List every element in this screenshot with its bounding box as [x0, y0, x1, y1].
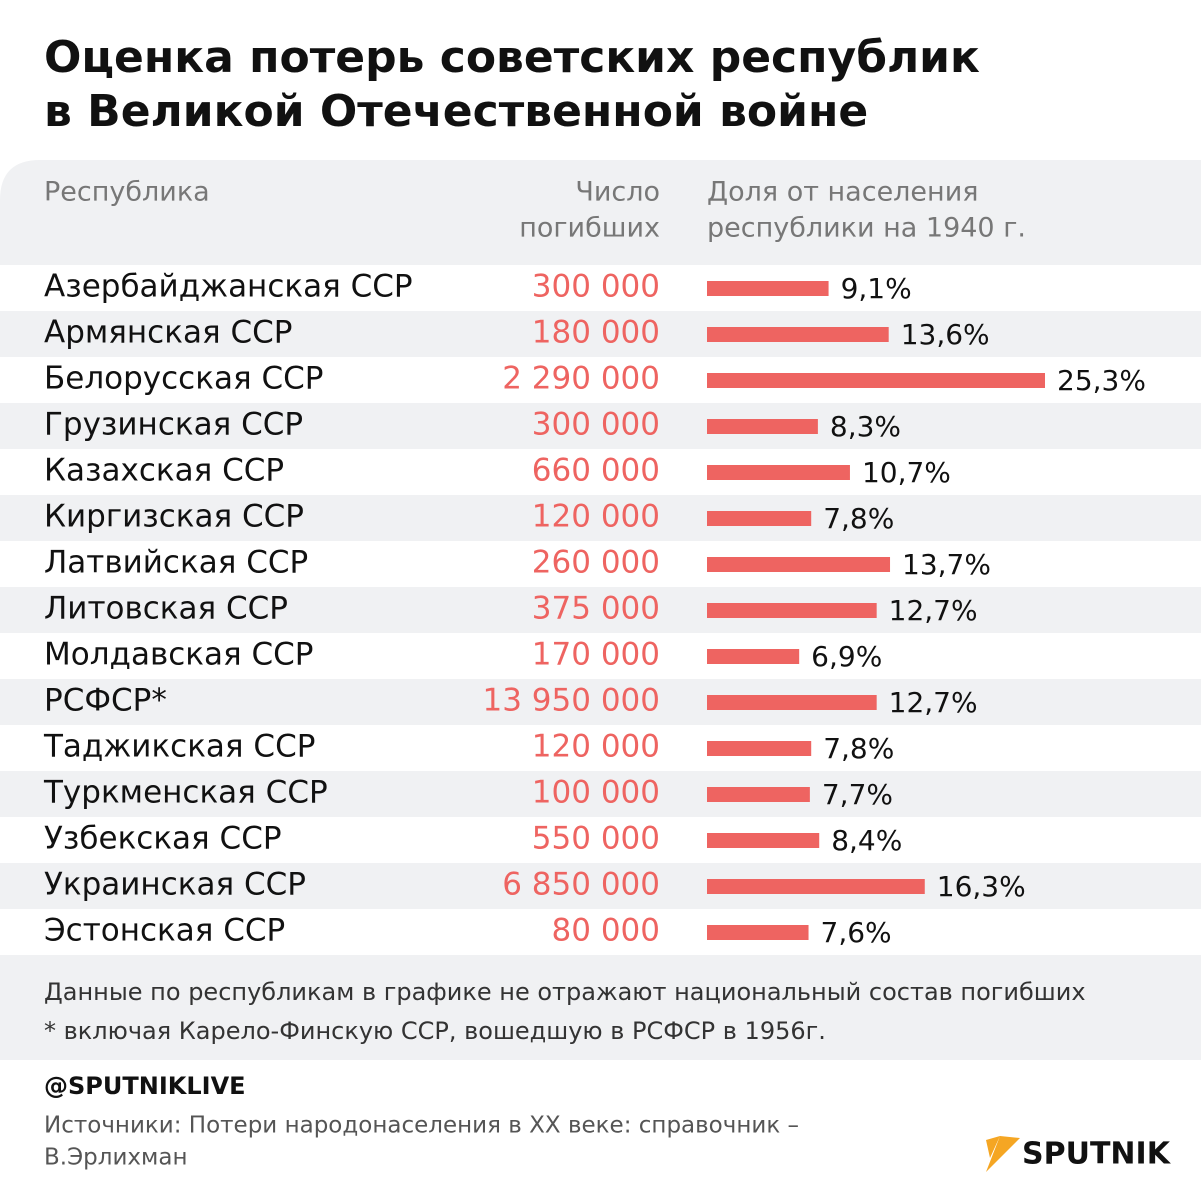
row-background: [0, 311, 1201, 357]
deaths: 300 000: [532, 407, 660, 443]
republic-name: Армянская ССР: [44, 315, 292, 351]
value-label: 8,4%: [831, 824, 902, 857]
column-header: Республика: [44, 177, 210, 208]
deaths: 120 000: [532, 729, 660, 765]
deaths: 80 000: [552, 913, 660, 949]
deaths: 170 000: [532, 637, 660, 673]
bar: [707, 419, 818, 434]
deaths: 300 000: [532, 269, 660, 305]
value-label: 9,1%: [841, 272, 912, 305]
row-background: [0, 817, 1201, 863]
logo: SPUTNIK: [1022, 1137, 1172, 1172]
republic-name: Таджикская ССР: [43, 729, 315, 765]
bar: [707, 603, 877, 618]
deaths: 13 950 000: [483, 683, 661, 719]
logo-icon: [986, 1136, 1020, 1172]
row-background: [0, 679, 1201, 725]
republic-name: Эстонская ССР: [44, 913, 285, 949]
deaths: 100 000: [532, 775, 660, 811]
value-label: 12,7%: [889, 686, 978, 719]
row-background: [0, 725, 1201, 771]
value-label: 8,3%: [830, 410, 901, 443]
deaths: 660 000: [532, 453, 660, 489]
republic-name: Белорусская ССР: [44, 361, 323, 397]
value-label: 13,7%: [902, 548, 991, 581]
republic-name: Украинская ССР: [44, 867, 306, 903]
bar: [707, 741, 812, 756]
row-background: [0, 633, 1201, 679]
source: В.Эрлихман: [44, 1145, 188, 1171]
deaths: 120 000: [532, 499, 660, 535]
bar: [707, 557, 891, 572]
row-background: [0, 771, 1201, 817]
column-header: погибших: [519, 213, 660, 244]
value-label: 10,7%: [862, 456, 951, 489]
source: Источники: Потери народонаселения в XX в…: [44, 1113, 799, 1139]
rows: [0, 265, 1201, 955]
bar: [707, 465, 850, 480]
column-header: Число: [575, 177, 660, 208]
value-label: 13,6%: [901, 318, 990, 351]
deaths: 6 850 000: [502, 867, 660, 903]
republic-name: РСФСР*: [44, 683, 167, 719]
bar: [707, 373, 1045, 388]
deaths: 375 000: [532, 591, 660, 627]
deaths: 260 000: [532, 545, 660, 581]
row-background: [0, 495, 1201, 541]
republic-name: Казахская ССР: [44, 453, 284, 489]
row-background: [0, 863, 1201, 909]
title: Оценка потерь советских республик: [44, 32, 980, 83]
handle: @SPUTNIKLIVE: [44, 1072, 246, 1100]
deaths: 180 000: [532, 315, 660, 351]
bar: [707, 511, 812, 526]
row-background: [0, 403, 1201, 449]
value-label: 7,8%: [823, 732, 894, 765]
value-label: 7,8%: [823, 502, 894, 535]
value-label: 16,3%: [937, 870, 1026, 903]
republic-name: Молдавская ССР: [44, 637, 313, 673]
note: Данные по республикам в графике не отраж…: [44, 978, 1086, 1006]
column-header: Доля от населения: [707, 177, 979, 208]
bar: [707, 695, 877, 710]
republic-name: Узбекская ССР: [44, 821, 282, 857]
row-background: [0, 909, 1201, 955]
row-background: [0, 587, 1201, 633]
bar: [707, 787, 810, 802]
republic-name: Азербайджанская ССР: [44, 269, 413, 305]
row-background: [0, 449, 1201, 495]
bar: [707, 281, 829, 296]
value-label: 7,6%: [821, 916, 892, 949]
bar: [707, 833, 820, 848]
bar: [707, 649, 800, 664]
value-label: 6,9%: [811, 640, 882, 673]
bar: [707, 879, 925, 894]
bar: [707, 925, 809, 940]
republic-name: Грузинская ССР: [44, 407, 303, 443]
bar: [707, 327, 889, 342]
row-background: [0, 265, 1201, 311]
value-label: 7,7%: [822, 778, 893, 811]
deaths: 550 000: [532, 821, 660, 857]
title: в Великой Отечественной войне: [44, 86, 868, 137]
row-background: [0, 541, 1201, 587]
note: * включая Карело-Финскую ССР, вошедшую в…: [44, 1017, 826, 1045]
column-header: республики на 1940 г.: [707, 213, 1026, 244]
value-label: 12,7%: [889, 594, 978, 627]
deaths: 2 290 000: [502, 361, 660, 397]
republic-name: Туркменская ССР: [43, 775, 328, 811]
value-label: 25,3%: [1057, 364, 1146, 397]
republic-name: Киргизская ССР: [44, 499, 304, 535]
republic-name: Латвийская ССР: [44, 545, 308, 581]
republic-name: Литовская ССР: [44, 591, 288, 627]
